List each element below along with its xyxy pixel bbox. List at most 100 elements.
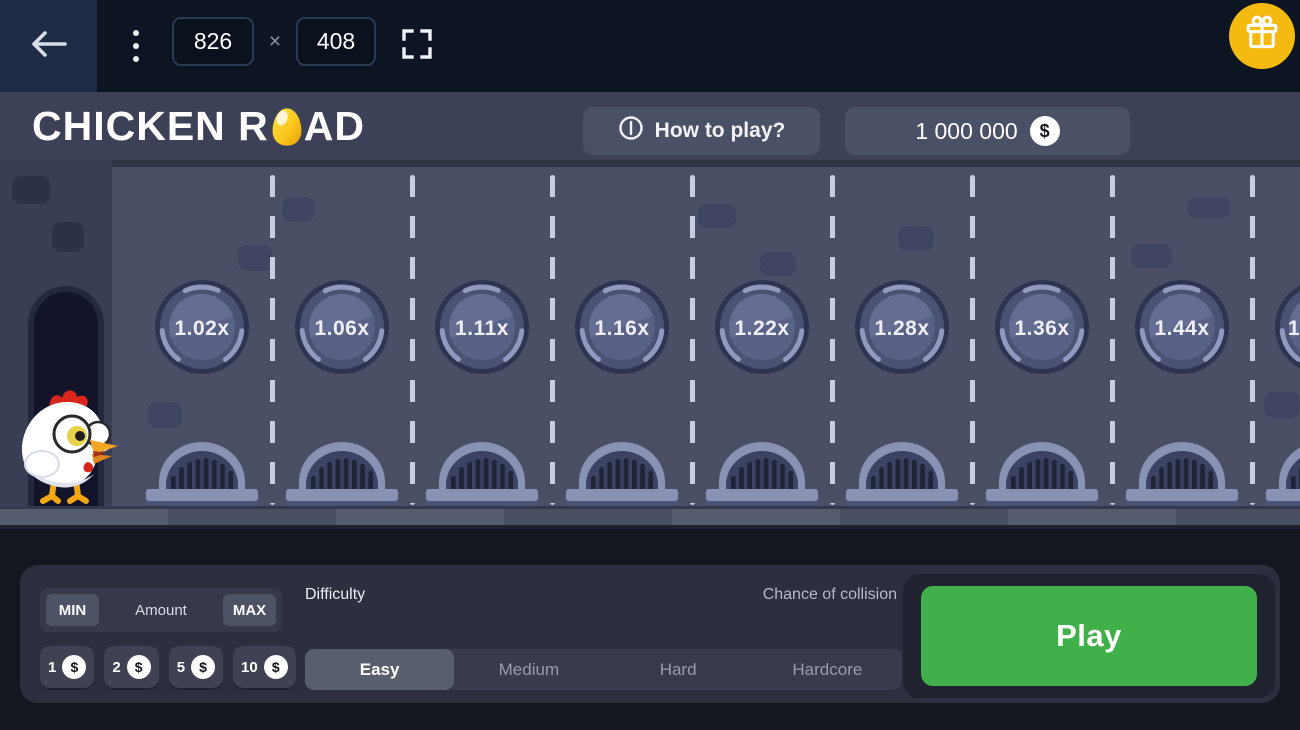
quick-bet-button-1[interactable]: 1 $ [40, 646, 95, 688]
amount-box: MIN Amount MAX [40, 588, 282, 632]
quick-bet-button-2[interactable]: 2 $ [104, 646, 159, 688]
dollar-coin-icon: $ [126, 655, 151, 679]
play-button[interactable]: Play [921, 586, 1257, 686]
info-circle-icon [618, 115, 644, 147]
dimension-separator: × [268, 29, 282, 53]
lane-divider-dashes [830, 175, 835, 505]
logo: CHICKEN R AD [32, 92, 365, 160]
lane-divider-dashes [690, 175, 695, 505]
game-header: CHICKEN R AD How to play? 1 000 000 $ [0, 92, 1300, 248]
chip-value: 2 [112, 658, 121, 676]
road-lane: 1.44x [1112, 160, 1255, 506]
road-patch [1264, 392, 1300, 418]
difficulty-selector: Easy Medium Hard Hardcore [305, 649, 902, 690]
kebab-menu-icon[interactable] [124, 0, 148, 92]
difficulty-option-hard[interactable]: Hard [604, 649, 753, 690]
multiplier-value: 1.06x [314, 317, 369, 340]
multiplier-disc[interactable]: 1.36x [994, 279, 1090, 375]
multiplier-value: 1.02x [174, 317, 229, 340]
balance-display[interactable]: 1 000 000 $ [845, 107, 1130, 155]
lane-divider-dashes [410, 175, 415, 505]
dollar-coin-icon: $ [263, 655, 288, 679]
gift-button[interactable] [1229, 3, 1295, 69]
how-to-play-button[interactable]: How to play? [583, 107, 820, 155]
difficulty-row: Difficulty Chance of collision [305, 586, 897, 604]
egg-icon [272, 108, 302, 146]
multiplier-disc[interactable]: 1.06x [294, 279, 390, 375]
fullscreen-button[interactable] [396, 25, 438, 67]
multiplier-value: 1.28x [874, 317, 929, 340]
multiplier-disc[interactable]: 1.44x [1134, 279, 1230, 375]
chip-value: 1 [48, 658, 57, 676]
fullscreen-corners-icon [401, 28, 433, 65]
gift-icon [1242, 14, 1282, 59]
multiplier-disc[interactable]: 1.11x [434, 279, 530, 375]
dollar-coin-icon: $ [1029, 116, 1060, 146]
road-patch [898, 226, 934, 251]
arrow-left-icon [31, 30, 67, 62]
sewer-grate-icon [566, 442, 678, 505]
road-lane: 1.28x [832, 160, 975, 506]
dollar-coin-icon: $ [191, 655, 216, 679]
height-input[interactable] [296, 17, 376, 66]
lane-divider-dashes [970, 175, 975, 505]
road-lane: 1.11x [412, 160, 555, 506]
road-patch [52, 222, 84, 252]
chicken-character [22, 390, 118, 504]
road-lane: 1 [1252, 160, 1300, 506]
quick-bet-button-10[interactable]: 10 $ [233, 646, 296, 688]
multiplier-value: 1 [1288, 317, 1300, 340]
quick-bet-button-5[interactable]: 5 $ [168, 646, 224, 688]
balance-value: 1 000 000 [915, 117, 1018, 144]
max-bet-button[interactable]: MAX [223, 594, 276, 626]
multiplier-disc[interactable]: 1.02x [154, 279, 250, 375]
play-button-well: Play [903, 574, 1275, 698]
road-lane: 1.16x [552, 160, 695, 506]
min-bet-button[interactable]: MIN [46, 594, 99, 626]
sewer-grate-icon [146, 442, 258, 505]
road-patch [698, 204, 736, 228]
multiplier-disc[interactable]: 1 [1274, 279, 1300, 375]
curb-strip [0, 506, 1300, 529]
multiplier-value: 1.36x [1014, 317, 1069, 340]
sewer-grate-icon [846, 442, 958, 505]
road-lane: 1.22x [692, 160, 835, 506]
dollar-coin-icon: $ [62, 655, 87, 679]
quick-bet-chips: 1 $ 2 $ 5 $ 10 $ [40, 646, 296, 688]
multiplier-disc[interactable]: 1.16x [574, 279, 670, 375]
road-patch [1131, 244, 1172, 268]
lane-divider-dashes [1110, 175, 1115, 505]
logo-text-right: AD [303, 102, 366, 149]
sewer-grate-icon [986, 442, 1098, 505]
chance-of-collision-label: Chance of collision [762, 586, 897, 603]
sewer-grate-icon [1266, 447, 1300, 505]
difficulty-option-easy[interactable]: Easy [305, 649, 455, 690]
road-patch [238, 245, 272, 271]
back-button[interactable] [0, 0, 97, 92]
road-lane: 1.02x [132, 160, 275, 506]
difficulty-option-hardcore[interactable]: Hardcore [753, 649, 902, 690]
road-patch [760, 252, 796, 276]
multiplier-value: 1.44x [1154, 317, 1209, 340]
road-patch [12, 176, 50, 204]
sewer-grate-icon [286, 442, 398, 505]
lane-divider-dashes [1250, 175, 1255, 505]
sewer-grate-icon [1126, 442, 1238, 505]
road-patch [282, 197, 314, 222]
amount-label: Amount [135, 601, 187, 619]
multiplier-disc[interactable]: 1.28x [854, 279, 950, 375]
road-patch [148, 402, 182, 428]
road-playfield: 1.02x 1.06x [0, 160, 1300, 506]
difficulty-option-medium[interactable]: Medium [454, 649, 603, 690]
road-lane: 1.36x [972, 160, 1115, 506]
sewer-grate-icon [426, 442, 538, 505]
multiplier-value: 1.22x [734, 317, 789, 340]
multiplier-value: 1.11x [455, 317, 509, 340]
difficulty-label: Difficulty [305, 586, 366, 603]
multiplier-disc[interactable]: 1.22x [714, 279, 810, 375]
chip-value: 5 [176, 658, 186, 676]
top-toolbar: × [0, 0, 1300, 92]
width-input[interactable] [172, 17, 254, 66]
road-lane: 1.06x [272, 160, 415, 506]
